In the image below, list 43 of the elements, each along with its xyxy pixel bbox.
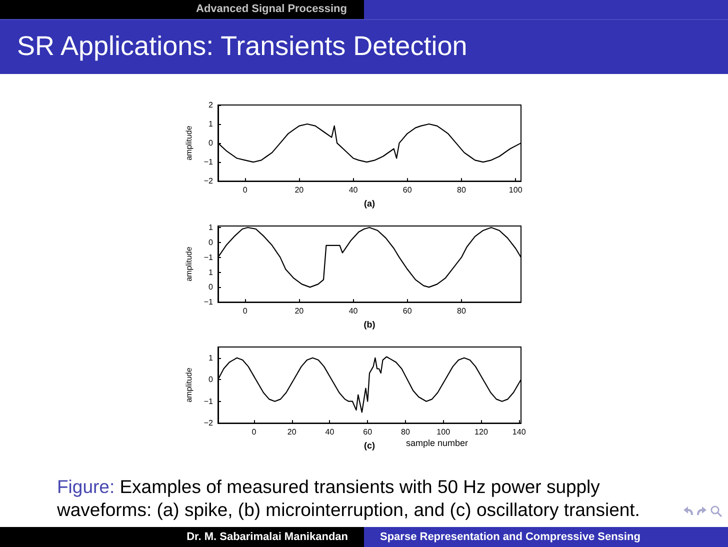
- x-tick-label: 40: [348, 186, 358, 195]
- x-tick-label: 40: [325, 428, 335, 437]
- x-tick-label: 80: [457, 306, 466, 316]
- x-tick-label: 20: [294, 306, 304, 316]
- text: Advanced Signal Processing: [196, 2, 347, 17]
- x-tick-label: 60: [402, 186, 412, 195]
- y-tick-label: 0: [208, 138, 214, 148]
- y-tick-label: −2: [204, 176, 214, 186]
- text: sample number: [406, 438, 468, 448]
- y-axis-title: amplitude: [184, 367, 194, 402]
- x-tick-label: 60: [402, 306, 412, 316]
- text: Dr. M. Sabarimalai Manikandan: [186, 530, 348, 545]
- x-axis-title: (c): [364, 440, 375, 450]
- y-tick-label: 1: [208, 268, 214, 277]
- x-tick-label: 80: [457, 186, 466, 195]
- x-tick-label: 0: [242, 306, 248, 316]
- x-tick-label: 0: [242, 186, 248, 195]
- y-axis-title: amplitude: [184, 125, 194, 160]
- y-tick-label: −1: [204, 396, 214, 406]
- y2-axis-title: amplitude: [184, 246, 194, 282]
- x-tick-label: 120: [474, 428, 488, 437]
- y-tick-label: 1: [208, 120, 214, 129]
- y-tick-label: 0: [208, 375, 214, 384]
- x-tick-label: 0: [252, 428, 257, 437]
- text: Figure: Examples of measured transients with 50 Hz power supply waveforms: (a) spike, (b) microinterruption, and (c) oscillatory transient.: [57, 475, 641, 521]
- x-tick-label: 40: [348, 306, 358, 316]
- text: Sparse Representation and Compressive Sensing: [380, 530, 640, 545]
- y-tick-label: 2: [208, 100, 214, 110]
- x-tick-label: 20: [287, 428, 297, 437]
- x-tick-label: 60: [363, 428, 373, 437]
- y-tick-label: −1: [204, 298, 214, 307]
- y-tick-label: −2: [204, 418, 214, 428]
- x-axis-title: (a): [364, 198, 375, 208]
- x-tick-label: 20: [294, 186, 304, 195]
- x-tick-label: 100: [508, 186, 523, 195]
- x-tick-label: 140: [512, 428, 526, 437]
- y-tick-label: −1: [204, 158, 214, 167]
- x-axis-title: (b): [364, 320, 376, 330]
- y-tick-label: 1: [208, 353, 214, 362]
- y-tick-label: 0: [208, 282, 214, 292]
- chart-title: SR Applications: Transients Detection: [17, 30, 468, 63]
- x-tick-label: 100: [436, 428, 451, 437]
- x-tick-label: 80: [401, 428, 410, 437]
